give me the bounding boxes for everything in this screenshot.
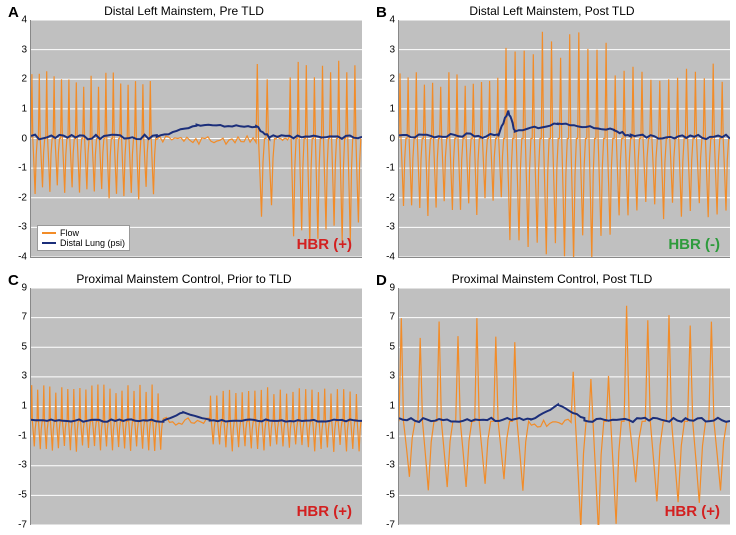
y-tick: -3 [18, 460, 27, 471]
panel-b-letter: B [376, 4, 387, 21]
y-tick: -7 [18, 519, 27, 530]
y-tick: 1 [389, 103, 395, 114]
y-tick: 2 [389, 74, 395, 85]
y-tick: 0 [389, 133, 395, 144]
y-tick: 3 [21, 371, 27, 382]
y-tick: -5 [386, 489, 395, 500]
y-tick: 1 [21, 103, 27, 114]
y-tick: -4 [386, 252, 395, 263]
y-tick: 5 [389, 341, 395, 352]
hbr-label: HBR (-) [668, 236, 720, 253]
panel-a-title: Distal Left Mainstem, Pre TLD [6, 4, 362, 18]
y-tick: -2 [386, 192, 395, 203]
y-tick: 4 [21, 15, 27, 26]
legend: FlowDistal Lung (psi) [37, 225, 130, 251]
y-tick: -7 [386, 519, 395, 530]
y-tick: -4 [18, 252, 27, 263]
hbr-label: HBR (+) [297, 236, 352, 253]
hbr-label: HBR (+) [665, 503, 720, 520]
y-tick: -5 [18, 489, 27, 500]
y-tick: -3 [386, 222, 395, 233]
plot-a: -4-3-2-101234HBR (+)FlowDistal Lung (psi… [30, 20, 362, 258]
y-tick: -1 [386, 163, 395, 174]
panel-b: B Distal Left Mainstem, Post TLD -4-3-2-… [368, 0, 736, 268]
y-tick: 1 [21, 401, 27, 412]
panel-d-letter: D [376, 272, 387, 289]
panel-c: C Proximal Mainstem Control, Prior to TL… [0, 268, 368, 535]
plot-svg [31, 288, 362, 525]
y-tick: 3 [21, 44, 27, 55]
y-tick: -1 [18, 430, 27, 441]
hbr-label: HBR (+) [297, 503, 352, 520]
y-tick: -1 [18, 163, 27, 174]
plot-svg [31, 20, 362, 257]
plot-svg [399, 288, 730, 525]
y-tick: 1 [389, 401, 395, 412]
plot-c: -7-5-3-113579HBR (+) [30, 288, 362, 526]
y-tick: -3 [18, 222, 27, 233]
panel-c-title: Proximal Mainstem Control, Prior to TLD [6, 272, 362, 286]
panel-a-letter: A [8, 4, 19, 21]
legend-swatch-lung [42, 242, 56, 244]
y-tick: 3 [389, 371, 395, 382]
panel-c-letter: C [8, 272, 19, 289]
y-tick: 0 [21, 133, 27, 144]
y-tick: -1 [386, 430, 395, 441]
chart-grid: A Distal Left Mainstem, Pre TLD -4-3-2-1… [0, 0, 736, 535]
y-tick: 7 [389, 312, 395, 323]
y-tick: 7 [21, 312, 27, 323]
y-tick: 2 [21, 74, 27, 85]
y-tick: 9 [389, 282, 395, 293]
y-tick: -2 [18, 192, 27, 203]
plot-b: -4-3-2-101234HBR (-) [398, 20, 730, 258]
legend-row-flow: Flow [42, 228, 125, 238]
plot-d: -7-5-3-113579HBR (+) [398, 288, 730, 526]
y-tick: 5 [21, 341, 27, 352]
y-tick: -3 [386, 460, 395, 471]
y-tick: 3 [389, 44, 395, 55]
plot-svg [399, 20, 730, 257]
y-tick: 4 [389, 15, 395, 26]
panel-b-title: Distal Left Mainstem, Post TLD [374, 4, 730, 18]
panel-a: A Distal Left Mainstem, Pre TLD -4 -3 -2 -1… [0, 0, 368, 268]
legend-label-lung: Distal Lung (psi) [60, 238, 125, 248]
legend-label-flow: Flow [60, 228, 79, 238]
panel-d-title: Proximal Mainstem Control, Post TLD [374, 272, 730, 286]
legend-row-lung: Distal Lung (psi) [42, 238, 125, 248]
y-tick: 9 [21, 282, 27, 293]
panel-d: D Proximal Mainstem Control, Post TLD -7… [368, 268, 736, 535]
legend-swatch-flow [42, 232, 56, 234]
